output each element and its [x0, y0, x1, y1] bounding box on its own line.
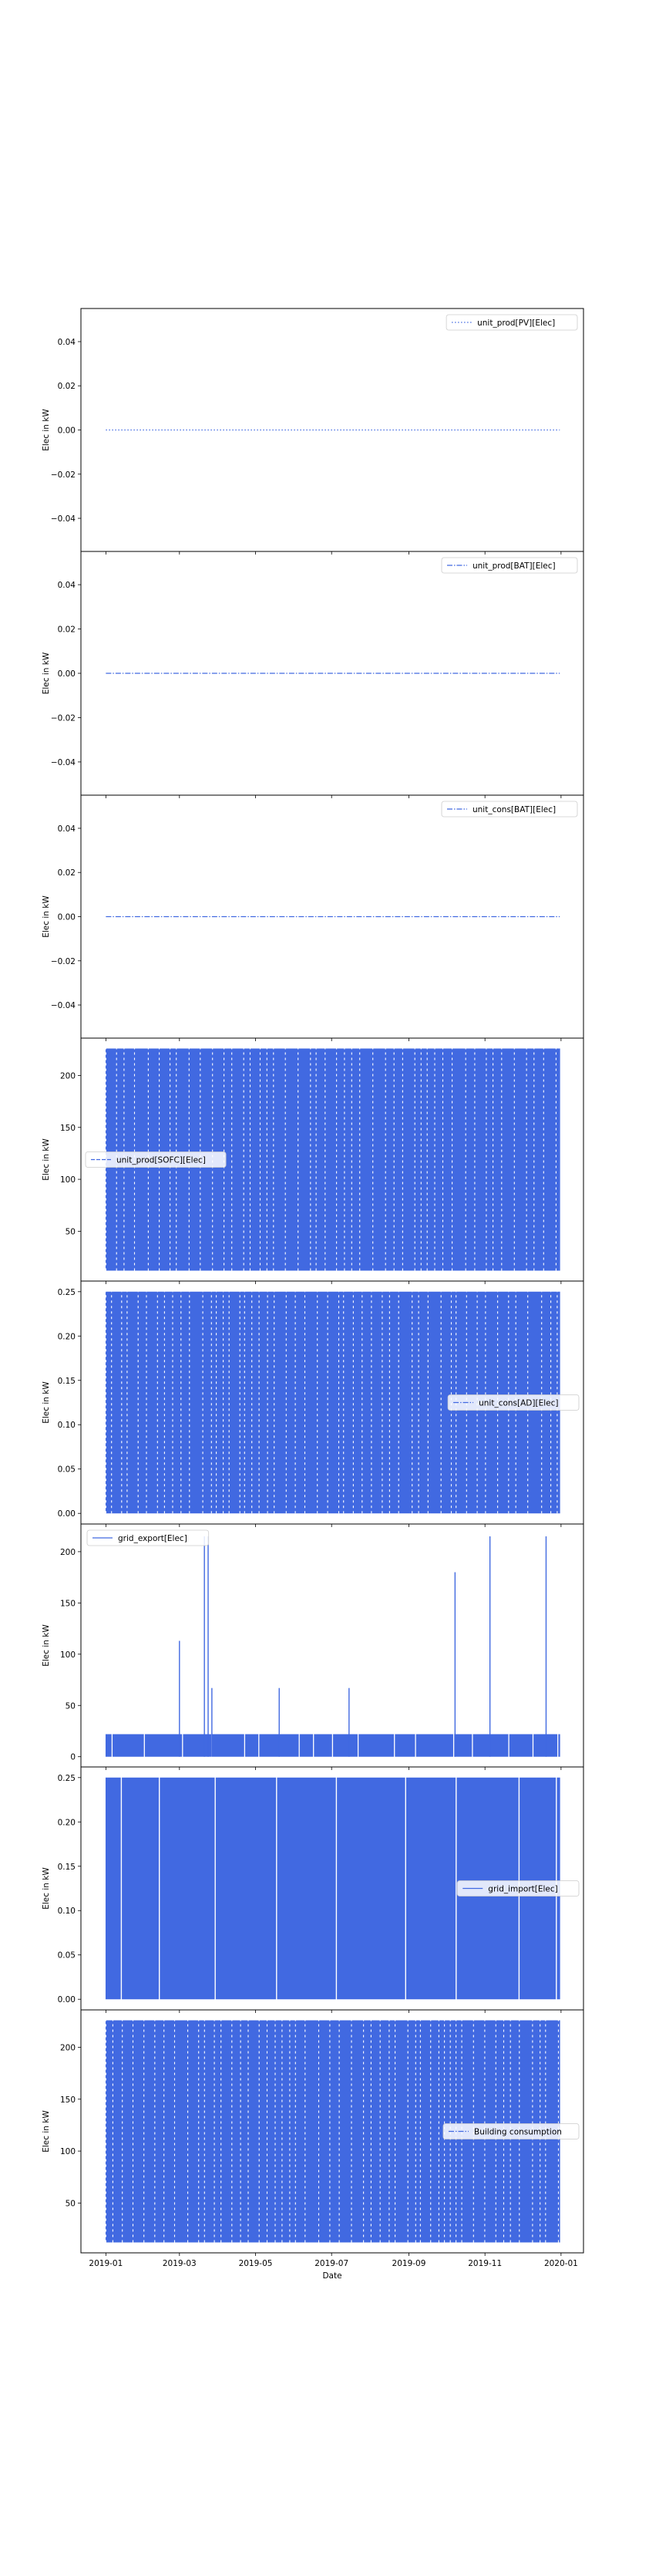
- legend-label: grid_import[Elec]: [488, 1885, 557, 1894]
- axes-frame: [80, 2009, 584, 2254]
- legend: unit_prod[SOFC][Elec]: [85, 1151, 227, 1168]
- y-tick-label: 100: [60, 1175, 76, 1185]
- y-tick-label: 0.00: [58, 913, 76, 922]
- legend: Building consumption: [442, 2123, 580, 2139]
- y-tick-label: 0: [70, 1753, 76, 1762]
- y-tick-label: 0.25: [58, 1288, 76, 1297]
- legend: unit_prod[BAT][Elec]: [441, 557, 578, 574]
- y-tick-label: −0.04: [51, 514, 76, 524]
- y-tick-label: 0.15: [58, 1377, 76, 1386]
- y-tick-label: 0.10: [58, 1421, 76, 1430]
- y-tick-label: −0.04: [51, 758, 76, 767]
- y-tick-label: 0.10: [58, 1907, 76, 1916]
- y-tick-label: 50: [66, 2199, 76, 2208]
- y-axis-label: Elec in kW: [42, 652, 51, 694]
- y-tick-label: 0.02: [58, 868, 76, 878]
- y-axis-label: Elec in kW: [42, 409, 51, 451]
- legend-label: Building consumption: [474, 2128, 562, 2137]
- x-tick-label: 2019-11: [468, 2259, 502, 2268]
- y-tick-label: 0.00: [58, 1995, 76, 2004]
- y-axis-label: Elec in kW: [42, 1138, 51, 1181]
- legend-box: [441, 801, 578, 818]
- y-axis-label: Elec in kW: [42, 2110, 51, 2153]
- x-tick-label: 2019-03: [163, 2259, 197, 2268]
- legend-box: [442, 2123, 580, 2139]
- y-axis-label: Elec in kW: [42, 1624, 51, 1667]
- legend: unit_cons[BAT][Elec]: [441, 801, 578, 818]
- x-tick-label: 2019-07: [314, 2259, 348, 2268]
- y-tick-label: 0.20: [58, 1818, 76, 1827]
- legend-box: [86, 1529, 210, 1546]
- y-tick-label: 0.20: [58, 1332, 76, 1341]
- y-tick-label: −0.02: [51, 957, 76, 966]
- subplot-4: 200 150 100 50 Elec in kW unit_prod[SOFC][Ele…: [42, 1037, 584, 1284]
- legend-label: grid_export[Elec]: [118, 1534, 187, 1543]
- y-tick-label: 200: [60, 1071, 76, 1081]
- legend-box: [441, 557, 578, 574]
- x-tick-label: 2019-09: [392, 2259, 426, 2268]
- y-axis-label: Elec in kW: [42, 1867, 51, 1910]
- legend: unit_prod[PV][Elec]: [446, 314, 578, 331]
- y-tick-label: 100: [60, 2147, 76, 2156]
- y-axis-label: Elec in kW: [42, 1381, 51, 1424]
- subplot-8: 200 150 100 50 Elec in kW Building consumptio…: [42, 2009, 584, 2268]
- y-tick-label: 0.05: [58, 1465, 76, 1475]
- y-tick-label: 0.02: [58, 382, 76, 391]
- y-tick-label: 150: [60, 2096, 76, 2105]
- legend: grid_import[Elec]: [456, 1880, 580, 1897]
- subplot-6: 200 150 100 50 0 Elec in kW grid_export[Elec]: [42, 1523, 584, 1770]
- y-tick-label: 0.15: [58, 1863, 76, 1872]
- legend-label: unit_cons[BAT][Elec]: [472, 805, 556, 814]
- legend-label: unit_cons[AD][Elec]: [479, 1399, 558, 1408]
- legend-label: unit_prod[PV][Elec]: [477, 319, 555, 328]
- legend-label: unit_prod[SOFC][Elec]: [116, 1156, 206, 1165]
- y-tick-label: 50: [66, 1227, 76, 1236]
- legend-box: [85, 1151, 227, 1168]
- y-tick-label: 200: [60, 2043, 76, 2052]
- x-tick-label: 2019-01: [89, 2259, 123, 2268]
- y-tick-label: 200: [60, 1548, 76, 1557]
- y-tick-label: 0.05: [58, 1951, 76, 1961]
- y-tick-label: 150: [60, 1599, 76, 1608]
- y-tick-label: −0.04: [51, 1001, 76, 1010]
- legend-label: unit_prod[BAT][Elec]: [472, 561, 556, 571]
- y-tick-label: 0.04: [58, 581, 76, 590]
- x-tick-label: 2020-01: [544, 2259, 578, 2268]
- y-axis-label: Elec in kW: [42, 895, 51, 938]
- legend: grid_export[Elec]: [86, 1529, 210, 1546]
- subplot-1: 0.04 0.02 0.00 −0.02 −0.04 Elec in kW unit_pro…: [42, 308, 584, 555]
- legend-box: [456, 1880, 580, 1897]
- subplot-2: 0.04 0.02 0.00 −0.02 −0.04 Elec in kW unit_pro…: [42, 551, 584, 798]
- y-tick-label: 0.04: [58, 338, 76, 347]
- series-6: [105, 1536, 560, 1758]
- y-tick-label: 0.00: [58, 427, 76, 436]
- subplot-5: 0.25 0.20 0.15 0.10 0.05 0.00 Elec in kW unit_c…: [42, 1280, 584, 1527]
- y-tick-label: 0.25: [58, 1774, 76, 1783]
- legend-box: [447, 1394, 580, 1411]
- y-tick-label: 0.00: [58, 669, 76, 679]
- x-axis-label: Date: [322, 2271, 341, 2281]
- axes-frame: [80, 1523, 584, 1768]
- y-tick-label: 0.02: [58, 625, 76, 635]
- y-tick-label: 100: [60, 1650, 76, 1660]
- subplot-7: 0.25 0.20 0.15 0.10 0.05 0.00 Elec in kW grid_i…: [42, 1766, 584, 2013]
- legend: unit_cons[AD][Elec]: [447, 1394, 580, 1411]
- y-tick-label: 0.00: [58, 1509, 76, 1519]
- y-tick-label: −0.02: [51, 713, 76, 723]
- legend-box: [446, 314, 578, 331]
- y-tick-label: 50: [66, 1701, 76, 1711]
- subplot-3: 0.04 0.02 0.00 −0.02 −0.04 Elec in kW unit_con…: [42, 794, 584, 1041]
- y-tick-label: 0.04: [58, 824, 76, 834]
- x-tick-label: 2019-05: [239, 2259, 273, 2268]
- y-tick-label: 150: [60, 1124, 76, 1133]
- y-tick-label: −0.02: [51, 470, 76, 480]
